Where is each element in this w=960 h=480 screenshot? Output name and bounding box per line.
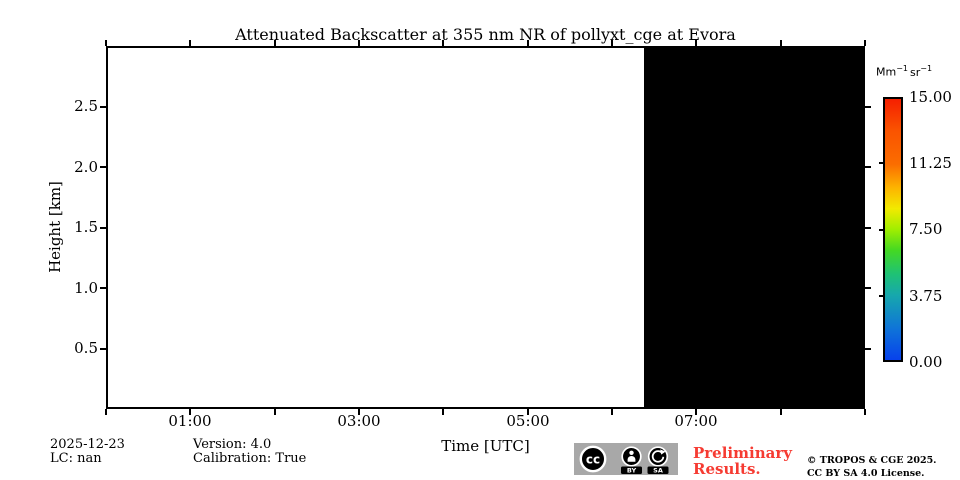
x-axis-tick-top xyxy=(105,40,107,46)
x-axis-tick-bottom xyxy=(610,409,613,415)
masked-data-region xyxy=(644,48,863,407)
x-axis-tick-bottom xyxy=(779,409,782,415)
cc-logo-icon xyxy=(579,445,607,473)
measurement-date: 2025-12-23 xyxy=(50,437,125,452)
sa-label-text: SA xyxy=(653,467,663,475)
x-axis-tick-top xyxy=(610,40,613,46)
x-axis-tick-top xyxy=(695,40,698,46)
sa-arrow-icon xyxy=(647,446,669,467)
x-tick-label-0500: 05:00 xyxy=(506,412,550,430)
x-axis-tick-bottom xyxy=(442,409,445,415)
sa-label-plate xyxy=(647,466,669,474)
x-axis-tick-top xyxy=(357,40,360,46)
colorbar-tick-label-3-75: 3.75 xyxy=(909,287,943,305)
cc-by-sa-badge: cc BY SA xyxy=(574,443,678,475)
chart-title: Attenuated Backscatter at 355 nm NR of p… xyxy=(235,25,736,44)
x-axis-tick-bottom xyxy=(357,409,360,415)
colorbar-unit-label: Mm−1 sr−1 xyxy=(876,64,932,79)
x-axis-tick-top xyxy=(189,40,192,46)
colorbar-tick-label-7-50: 7.50 xyxy=(909,220,943,238)
colorbar-tick-label-15: 15.00 xyxy=(909,88,952,106)
x-axis-tick-bottom xyxy=(695,409,698,415)
x-axis-tick-bottom xyxy=(189,409,192,415)
y-axis-tick-left xyxy=(100,347,106,350)
y-tick-label-2_5: 2.5 xyxy=(74,97,98,115)
colorbar-unit-exp-2: −1 xyxy=(920,64,933,73)
lidar-constant-value: LC: nan xyxy=(50,451,102,466)
colorbar-unit-base-2: sr xyxy=(910,65,921,79)
x-axis-tick-bottom xyxy=(273,409,276,415)
x-tick-label-0300: 03:00 xyxy=(337,412,381,430)
y-tick-label-1_5: 1.5 xyxy=(74,218,98,236)
x-axis-label: Time [UTC] xyxy=(441,437,530,455)
copyright-line-1: © TROPOS & CGE 2025. xyxy=(807,455,937,466)
y-tick-label-0_5: 0.5 xyxy=(74,339,98,357)
x-axis-tick-top xyxy=(273,40,276,46)
sa-arrow-head xyxy=(660,449,666,455)
sa-arrow-arc xyxy=(651,450,665,463)
x-axis-tick-bottom xyxy=(526,409,529,415)
y-axis-tick-right xyxy=(865,287,871,289)
x-tick-label-0700: 07:00 xyxy=(674,412,718,430)
y-axis-tick-left xyxy=(100,105,106,108)
y-axis-label: Height [km] xyxy=(46,181,64,273)
colorbar-tick xyxy=(879,228,883,231)
x-axis-tick-bottom xyxy=(105,409,107,415)
calibration-label: Calibration: True xyxy=(193,451,307,466)
y-axis-tick-left xyxy=(100,166,106,168)
y-axis-tick-left xyxy=(100,287,106,289)
cc-logo-text: cc xyxy=(586,453,600,467)
colorbar-tick-label-0: 0.00 xyxy=(909,353,943,371)
preliminary-line-2: Results. xyxy=(693,460,761,478)
version-label: Version: 4.0 xyxy=(193,437,272,452)
x-axis-tick-top xyxy=(863,40,866,46)
copyright-notice: © TROPOS & CGE 2025. CC BY SA 4.0 Licens… xyxy=(807,455,937,480)
plot-area xyxy=(106,46,865,409)
by-person-body xyxy=(627,456,636,462)
colorbar xyxy=(883,97,903,362)
x-axis-tick-bottom xyxy=(863,409,866,415)
x-axis-tick-top xyxy=(442,40,445,46)
colorbar-tick-label-11-25: 11.25 xyxy=(909,154,952,172)
y-axis-tick-right xyxy=(865,166,871,168)
y-axis-tick-right xyxy=(865,226,871,229)
by-label-plate xyxy=(621,466,642,474)
colorbar-tick xyxy=(879,162,883,165)
y-tick-label-1_0: 1.0 xyxy=(74,279,98,297)
colorbar-tick xyxy=(879,294,883,297)
by-label-text: BY xyxy=(627,467,637,475)
x-axis-tick-top xyxy=(526,40,529,46)
by-person-head xyxy=(629,450,634,455)
y-axis-tick-right xyxy=(865,105,871,108)
y-tick-label-2_0: 2.0 xyxy=(74,158,98,176)
colorbar-unit-exp-1: −1 xyxy=(896,64,909,73)
preliminary-results-watermark: Preliminary Results. xyxy=(693,445,792,477)
y-axis-tick-right xyxy=(865,347,871,350)
colorbar-unit-base-1: Mm xyxy=(876,65,897,79)
x-tick-label-0100: 01:00 xyxy=(168,412,212,430)
preliminary-line-1: Preliminary xyxy=(693,444,792,462)
copyright-line-2: CC BY SA 4.0 License. xyxy=(807,467,925,479)
y-axis-tick-left xyxy=(100,226,106,229)
x-axis-tick-top xyxy=(779,40,782,46)
